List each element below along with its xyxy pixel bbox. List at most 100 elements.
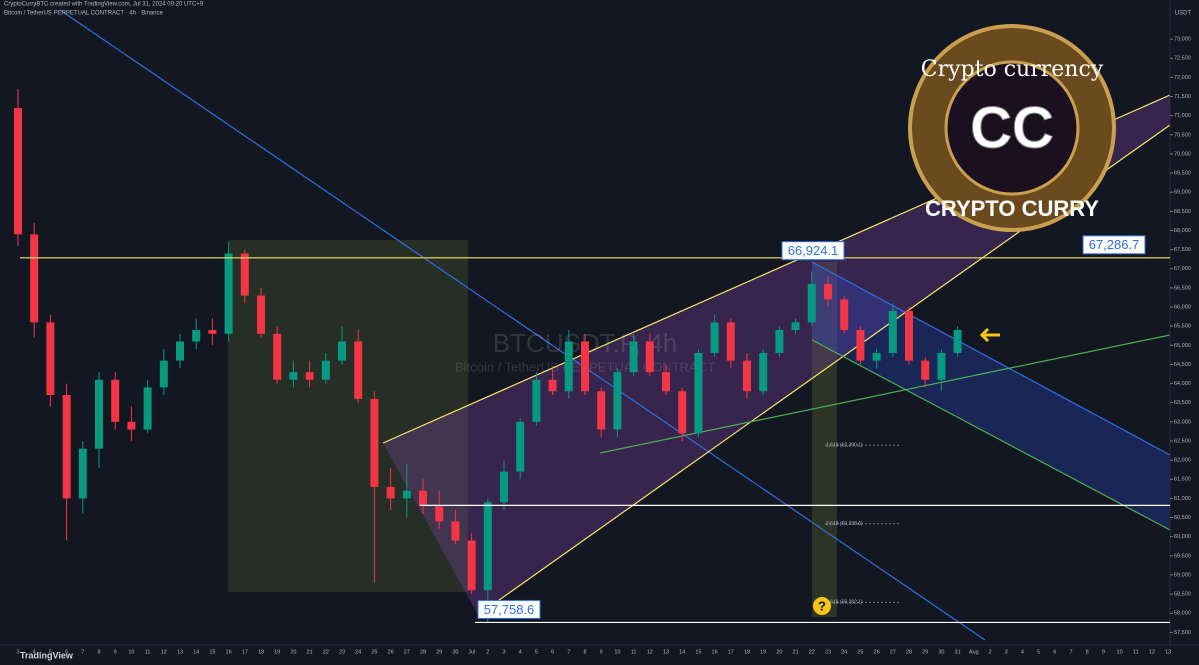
x-tick-label: 3: [502, 649, 505, 655]
y-tick-label: 65,000: [1174, 343, 1191, 349]
candle-body: [905, 310, 913, 361]
y-tick-label: 69,500: [1174, 171, 1191, 177]
logo-center: [944, 60, 1080, 196]
logo-top: Crypto currency: [921, 57, 1104, 82]
candle-body: [159, 360, 168, 388]
candle-body: [273, 333, 282, 380]
x-tick-label: 10: [614, 649, 620, 655]
logo-mid: CC: [970, 95, 1054, 160]
x-tick-label: 17: [728, 649, 734, 655]
candle-body: [257, 295, 265, 334]
candle-body: [370, 398, 379, 487]
candle-body: [30, 234, 39, 323]
y-tick-label: 72,500: [1174, 56, 1191, 62]
peak-label: 66,924.1: [788, 243, 839, 258]
y-tick-label: 70,000: [1174, 151, 1191, 157]
candle-body: [208, 330, 217, 334]
y-tick-label: 62,000: [1174, 458, 1191, 464]
logo-bottom: CRYPTO CURRY: [925, 196, 1099, 221]
x-tick-label: 28: [420, 649, 426, 655]
x-tick-label: 17: [242, 649, 248, 655]
x-tick-label: 30: [452, 649, 458, 655]
x-tick-label: 15: [209, 649, 215, 655]
candle-body: [321, 360, 330, 380]
candle-body: [338, 341, 346, 361]
x-tick-label: 12: [647, 649, 653, 655]
x-tick-label: 5: [535, 649, 538, 655]
x-tick-label: Aug: [969, 649, 979, 655]
candle-body: [289, 372, 298, 380]
candle-body: [240, 253, 249, 296]
candle-body: [402, 490, 411, 499]
x-tick-label: 31: [955, 649, 961, 655]
fib-label: 3.618 (58,282.1): [826, 600, 863, 606]
x-tick-label: 28: [906, 649, 912, 655]
y-tick-label: 57,500: [1174, 630, 1191, 636]
y-tick-label: 61,000: [1174, 496, 1191, 502]
y-tick-label: 68,500: [1174, 209, 1191, 215]
fib-label: 2.618 (60,338.6): [826, 521, 863, 527]
y-tick-label: 71,000: [1174, 113, 1191, 119]
x-tick-label: 13: [177, 649, 183, 655]
x-tick-label: 6: [65, 649, 68, 655]
candle-body: [937, 352, 946, 380]
x-tick-label: 14: [679, 649, 685, 655]
x-tick-label: 9: [1102, 649, 1105, 655]
x-tick-label: 3: [1005, 649, 1008, 655]
x-tick-label: 27: [404, 649, 410, 655]
candle-body: [516, 421, 525, 472]
x-tick-label: 14: [193, 649, 199, 655]
x-tick-label: 8: [583, 649, 586, 655]
x-tick-label: 10: [128, 649, 134, 655]
x-tick-label: 8: [1086, 649, 1089, 655]
candle-body: [759, 352, 768, 392]
x-tick-label: 7: [1069, 649, 1072, 655]
y-tick-label: 59,000: [1174, 572, 1191, 578]
x-tick-label: 23: [339, 649, 345, 655]
candle-body: [143, 387, 152, 430]
candle-body: [483, 502, 492, 591]
x-tick-label: 12: [1149, 649, 1155, 655]
candle-body: [645, 341, 654, 373]
x-tick-label: 5: [1037, 649, 1040, 655]
credit: CryptoCurryBTC created with TradingView.…: [4, 2, 204, 8]
candle-body: [743, 360, 751, 392]
x-tick-label: 22: [809, 649, 815, 655]
y-tick-label: 67,500: [1174, 247, 1191, 253]
candle-body: [694, 352, 703, 434]
x-tick-label: 29: [922, 649, 928, 655]
x-tick-label: 4: [1021, 649, 1024, 655]
candle-body: [78, 448, 87, 499]
y-tick-label: 72,000: [1174, 75, 1191, 81]
x-tick-label: 25: [857, 649, 863, 655]
x-tick-label: 9: [600, 649, 603, 655]
trend-line: [599, 334, 1171, 454]
y-tick-label: 61,500: [1174, 477, 1191, 483]
marker-icon: ?: [818, 598, 826, 613]
y-tick-label: 63,500: [1174, 400, 1191, 406]
candle-body: [662, 372, 670, 392]
y-tick-label: 63,000: [1174, 419, 1191, 425]
candle-body: [678, 391, 687, 434]
x-tick-label: 20: [290, 649, 296, 655]
logo: Crypto currency CC CRYPTO CURRY: [908, 24, 1116, 232]
channel-fill: [383, 95, 1170, 615]
x-tick-label: 27: [890, 649, 896, 655]
x-tick-label: 20: [776, 649, 782, 655]
candle-body: [111, 379, 120, 422]
y-tick-label: 68,000: [1174, 228, 1191, 234]
x-tick-label: 11: [631, 649, 637, 655]
candle-body: [176, 341, 184, 361]
x-tick-label: 13: [1165, 649, 1171, 655]
candle-body: [921, 360, 930, 380]
x-tick-label: 12: [161, 649, 167, 655]
candle-body: [824, 284, 832, 300]
level-label: 67,286.7: [1089, 237, 1140, 252]
candle-body: [856, 330, 865, 361]
x-tick-label: 7: [567, 649, 570, 655]
candle-body: [710, 322, 719, 353]
y-tick-label: 62,500: [1174, 438, 1191, 444]
x-tick-label: 4: [33, 649, 36, 655]
candle-body: [564, 341, 573, 392]
